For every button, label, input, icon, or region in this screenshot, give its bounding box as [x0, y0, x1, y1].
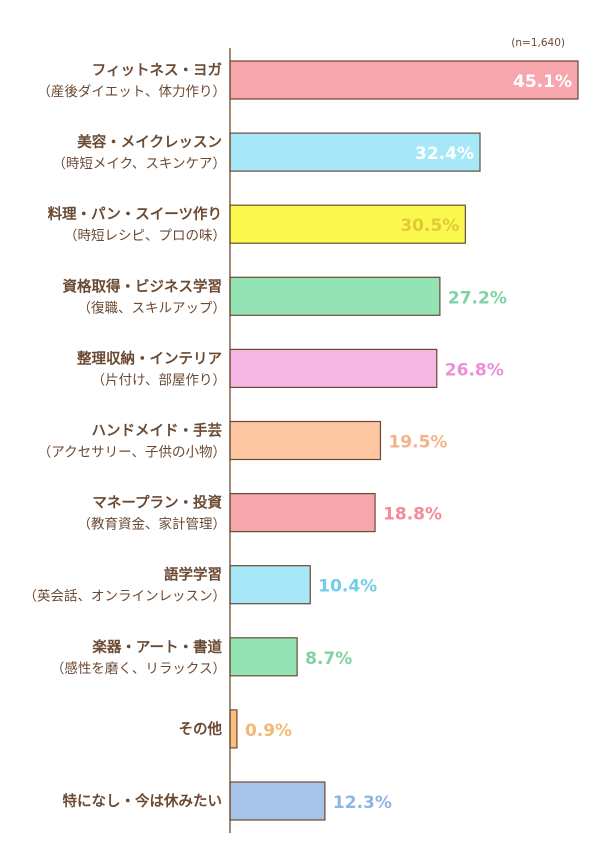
bar [229, 637, 298, 677]
value-label: 32.4% [415, 144, 474, 164]
bar [229, 420, 382, 461]
value-label: 19.5% [388, 433, 447, 453]
category-sublabel: （時短レシピ、プロの味） [64, 228, 226, 244]
bar-group: 料理・パン・スイーツ作り （時短レシピ、プロの味） 30.5% [48, 204, 466, 244]
sample-size-note: (n=1,640) [511, 37, 565, 49]
value-label: 0.9% [245, 721, 292, 741]
category-label: 料理・パン・スイーツ作り [48, 205, 222, 223]
bar [229, 493, 376, 533]
bar [229, 204, 466, 244]
bar [229, 781, 326, 821]
bar [229, 132, 481, 172]
category-label: その他 [179, 720, 223, 738]
category-sublabel: （感性を磨く、リラックス） [51, 660, 226, 677]
value-label: 30.5% [400, 216, 459, 236]
bar-group: フィットネス・ヨガ （産後ダイエット、体力作り） 45.1% [37, 60, 579, 100]
bar-group: マネープラン・投資 （教育資金、家計管理） 18.8% [78, 493, 442, 533]
bar-group: 語学学習 （英会話、オンラインレッスン） 10.4% [24, 565, 377, 605]
category-sublabel: （時短メイク、スキンケア） [52, 156, 226, 172]
category-label: 楽器・アート・書道 [92, 638, 222, 656]
category-label: ハンドメイド・手芸 [92, 422, 223, 440]
value-label: 27.2% [448, 288, 507, 308]
bars-layer: フィットネス・ヨガ （産後ダイエット、体力作り） 45.1% 美容・メイクレッスン （時… [24, 60, 579, 821]
bar-group: 資格取得・ビジネス学習 （復職、スキルアップ） 27.2% [63, 276, 507, 316]
category-label: 特になし・今は休みたい [63, 792, 223, 810]
category-sublabel: （アクセサリー、子供の小物） [38, 445, 226, 461]
category-label: 資格取得・ビジネス学習 [63, 277, 223, 295]
bar [229, 60, 579, 100]
value-label: 18.8% [383, 505, 442, 525]
category-label: 整理収納・インテリア [77, 349, 222, 367]
category-label: マネープラン・投資 [92, 494, 222, 512]
category-sublabel: （英会話、オンラインレッスン） [24, 588, 227, 605]
category-sublabel: （片付け、部屋作り） [92, 372, 226, 388]
bar [229, 276, 441, 316]
value-label: 8.7% [305, 649, 352, 669]
value-label: 10.4% [318, 577, 377, 597]
category-label: 語学学習 [164, 566, 222, 584]
value-label: 26.8% [445, 360, 504, 380]
category-sublabel: （産後ダイエット、体力作り） [37, 84, 226, 100]
category-label: 美容・メイクレッスン [77, 133, 222, 151]
bar-group: その他 0.9% [179, 709, 292, 749]
bar [229, 565, 311, 605]
bar-group: ハンドメイド・手芸 （アクセサリー、子供の小物） 19.5% [38, 420, 447, 461]
bar-group: 特になし・今は休みたい 12.3% [63, 781, 392, 821]
bar [229, 348, 438, 388]
category-sublabel: （復職、スキルアップ） [78, 299, 227, 316]
bar-group: 整理収納・インテリア （片付け、部屋作り） 26.8% [77, 348, 504, 388]
category-sublabel: （教育資金、家計管理） [78, 516, 227, 533]
bar [229, 709, 238, 749]
bar-group: 楽器・アート・書道 （感性を磨く、リラックス） 8.7% [51, 637, 352, 677]
value-label: 45.1% [513, 72, 572, 92]
bar-group: 美容・メイクレッスン （時短メイク、スキンケア） 32.4% [52, 132, 481, 172]
category-label: フィットネス・ヨガ [92, 62, 223, 79]
value-label: 12.3% [333, 793, 392, 813]
